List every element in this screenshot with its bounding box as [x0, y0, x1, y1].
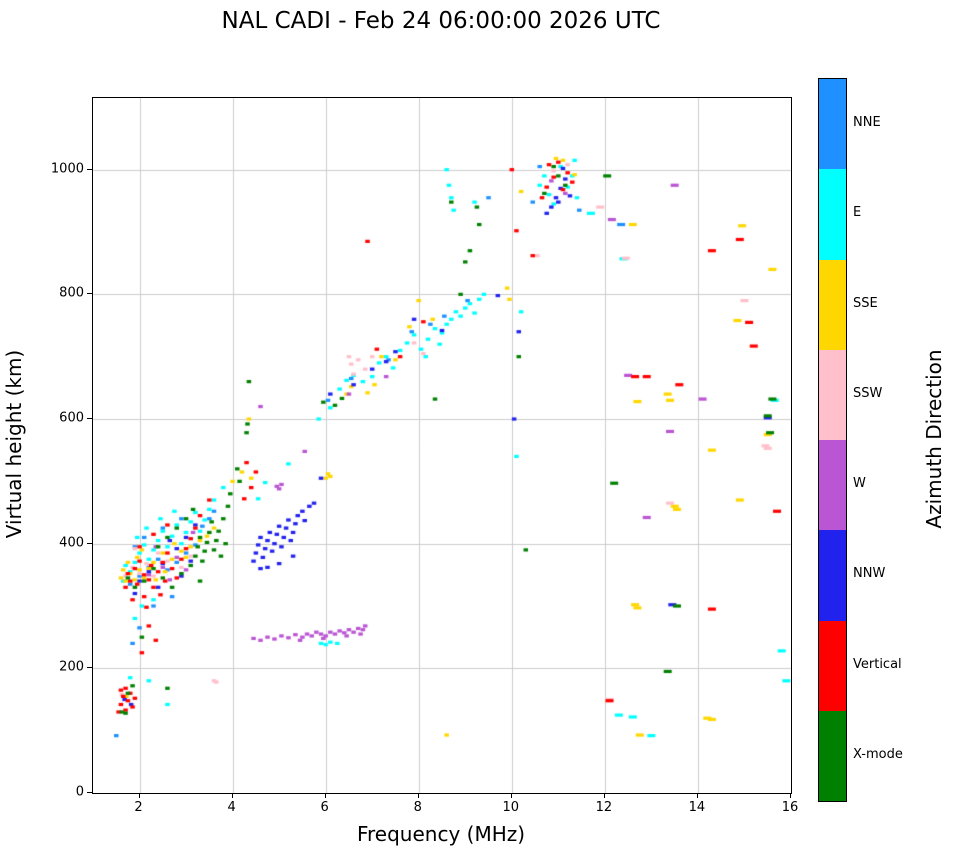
colorbar-segment-nnw — [819, 530, 846, 621]
colorbar-segment-w — [819, 440, 846, 531]
colorbar-segment-vertical — [819, 620, 846, 711]
y-tick-mark — [87, 542, 92, 544]
x-tick-label: 10 — [502, 800, 520, 815]
colorbar-label-nnw: NNW — [853, 566, 886, 582]
x-tick-mark — [417, 793, 419, 798]
y-tick-mark — [87, 667, 92, 669]
x-tick-label: 6 — [320, 800, 329, 815]
x-tick-mark — [324, 793, 326, 798]
x-tick-label: 14 — [688, 800, 706, 815]
colorbar-label-w: W — [853, 476, 866, 492]
colorbar-label-ssw: SSW — [853, 385, 883, 401]
x-tick-label: 12 — [595, 800, 613, 815]
y-tick-mark — [87, 168, 92, 170]
y-tick-label: 200 — [59, 659, 84, 675]
y-tick-label: 400 — [59, 535, 84, 551]
x-tick-mark — [510, 793, 512, 798]
colorbar-segment-nne — [819, 79, 846, 170]
colorbar-label-vertical: Vertical — [853, 656, 902, 672]
y-tick-label: 1000 — [50, 161, 84, 177]
colorbar-title: Azimuth Direction — [922, 349, 946, 529]
colorbar-label-e: E — [853, 205, 862, 221]
y-tick-mark — [87, 293, 92, 295]
colorbar — [818, 78, 847, 802]
y-tick-label: 600 — [59, 410, 84, 426]
x-tick-label: 16 — [781, 800, 799, 815]
plot-area — [92, 97, 792, 794]
x-tick-mark — [138, 793, 140, 798]
x-tick-mark — [790, 793, 791, 798]
x-axis-label: Frequency (MHz) — [356, 822, 526, 846]
scatter-canvas — [93, 98, 791, 793]
colorbar-label-nne: NNE — [853, 115, 881, 131]
x-tick-mark — [603, 793, 605, 798]
chart-title: NAL CADI - Feb 24 06:00:00 2026 UTC — [221, 8, 661, 34]
x-tick-mark — [231, 793, 233, 798]
x-tick-label: 4 — [227, 800, 236, 815]
y-axis-label: Virtual height (km) — [2, 349, 26, 539]
x-tick-label: 8 — [413, 800, 422, 815]
y-tick-label: 800 — [59, 285, 84, 301]
x-tick-mark — [696, 793, 698, 798]
colorbar-label-x-mode: X-mode — [853, 746, 903, 762]
y-tick-mark — [87, 418, 92, 419]
y-tick-label: 0 — [75, 784, 84, 800]
colorbar-segment-ssw — [819, 349, 846, 440]
x-tick-label: 2 — [134, 800, 143, 815]
y-tick-mark — [87, 792, 92, 793]
colorbar-segment-x-mode — [819, 710, 846, 801]
colorbar-segment-sse — [819, 259, 846, 350]
colorbar-segment-e — [819, 169, 846, 260]
colorbar-label-sse: SSE — [853, 295, 878, 311]
